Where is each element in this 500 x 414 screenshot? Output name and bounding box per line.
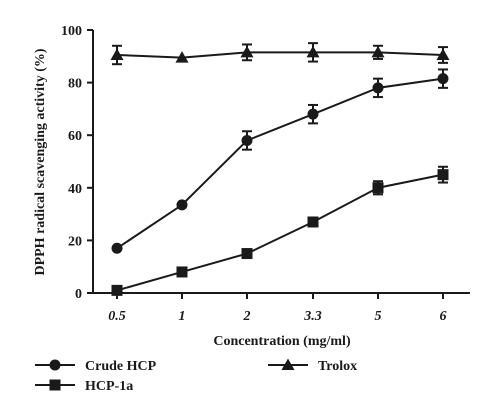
legend-item: Crude HCP xyxy=(35,359,157,374)
legend-item: Trolox xyxy=(268,358,357,374)
y-axis-label: DPPH radical scavenging activity (%) xyxy=(33,48,48,275)
data-point xyxy=(371,45,385,58)
legend-label: Crude HCP xyxy=(85,359,157,374)
data-point xyxy=(110,48,124,60)
series-line xyxy=(116,77,444,250)
y-tick-label: 40 xyxy=(68,182,82,197)
x-tick-label: 6 xyxy=(440,309,447,324)
series-line xyxy=(116,173,444,292)
data-point xyxy=(111,284,123,296)
data-point xyxy=(241,248,253,260)
legend-marker xyxy=(49,379,61,391)
x-tick-label: 5 xyxy=(375,309,382,324)
legend-marker xyxy=(49,359,61,371)
data-point xyxy=(372,182,384,194)
x-tick-label: 1 xyxy=(179,309,186,324)
legend-item: HCP-1a xyxy=(35,379,133,394)
y-tick-label: 60 xyxy=(68,129,82,144)
legend-label: Trolox xyxy=(318,359,357,374)
x-axis-label: Concentration (mg/ml) xyxy=(213,334,351,349)
x-tick-label: 2 xyxy=(243,309,251,324)
x-ticks: 0.5 1 2 3.3 5 6 xyxy=(108,293,447,324)
series-layer xyxy=(110,42,450,296)
y-ticks: 0 20 40 60 80 100 xyxy=(61,24,93,302)
data-point xyxy=(307,108,319,120)
series-triangle xyxy=(110,42,450,66)
data-point xyxy=(241,134,253,146)
series-circle xyxy=(111,68,449,254)
data-point xyxy=(175,51,189,63)
data-point xyxy=(437,73,449,85)
data-point xyxy=(437,169,449,181)
series-line xyxy=(116,51,444,59)
data-point xyxy=(307,216,319,228)
y-tick-label: 20 xyxy=(68,234,82,249)
series-square xyxy=(111,165,449,296)
y-tick-label: 0 xyxy=(75,287,82,302)
data-point xyxy=(436,48,450,60)
legend-label: HCP-1a xyxy=(85,379,133,394)
x-tick-label: 0.5 xyxy=(108,309,126,324)
x-tick-label: 3.3 xyxy=(303,309,322,324)
data-point xyxy=(176,266,188,278)
y-tick-label: 100 xyxy=(61,24,82,39)
y-tick-label: 80 xyxy=(68,77,82,92)
data-point xyxy=(372,82,384,94)
data-point xyxy=(176,199,188,211)
axes xyxy=(92,30,470,294)
data-point xyxy=(111,242,123,254)
legend: Crude HCP HCP-1a Trolox xyxy=(35,358,357,394)
data-point xyxy=(240,45,254,58)
data-point xyxy=(306,45,320,58)
legend-marker xyxy=(281,358,295,370)
